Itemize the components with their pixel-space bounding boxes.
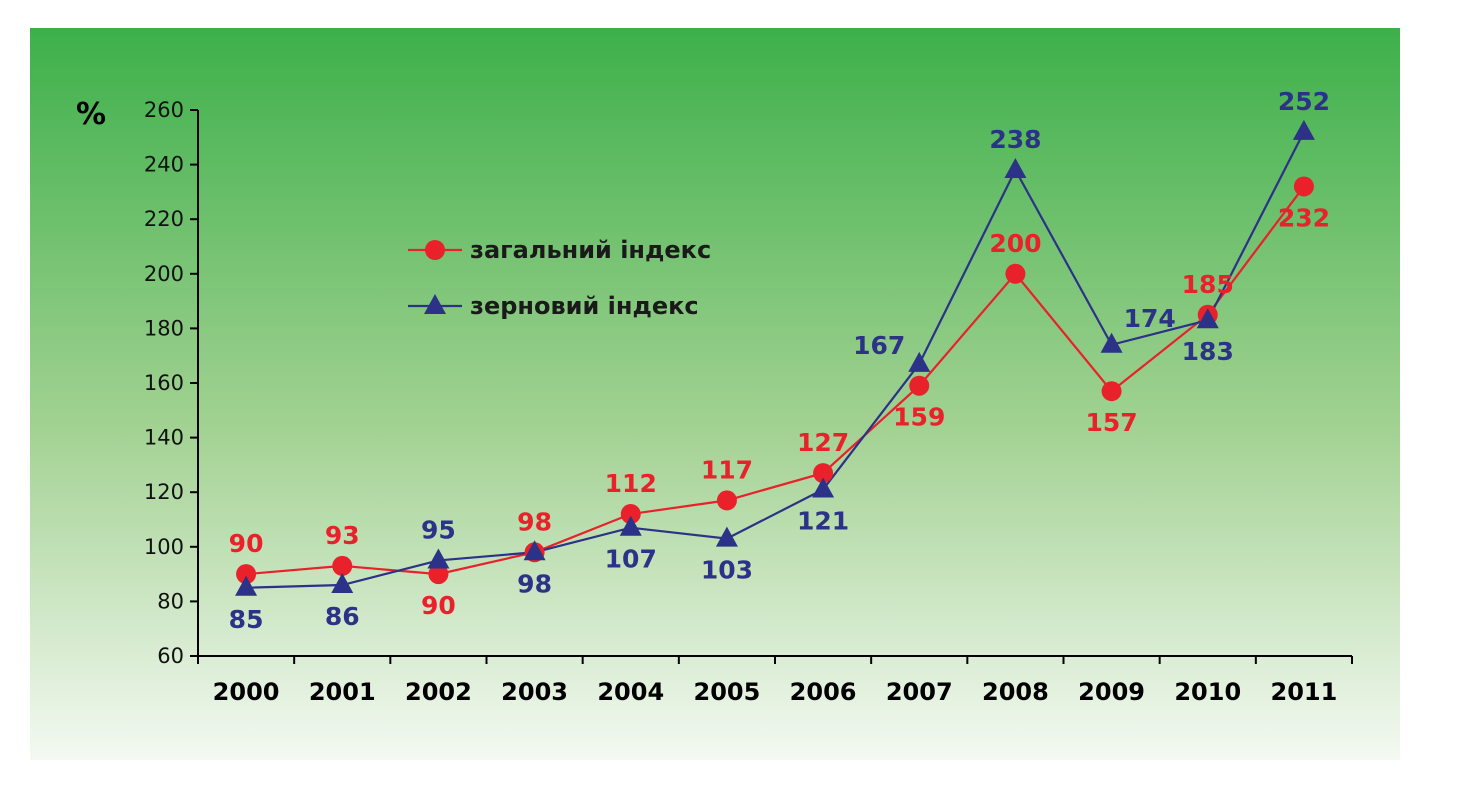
data-label-grain-index: 98 (517, 569, 552, 598)
data-label-grain-index: 252 (1278, 87, 1330, 116)
x-tick-label: 2007 (886, 678, 953, 706)
x-tick-label: 2005 (694, 678, 761, 706)
x-tick-label: 2003 (501, 678, 568, 706)
point-grain-index (427, 548, 450, 569)
y-tick-label: 80 (157, 589, 184, 613)
series-lines (245, 131, 1305, 589)
chart-background-panel (30, 28, 1400, 760)
x-tick-label: 2008 (982, 678, 1049, 706)
data-label-grain-index: 95 (421, 515, 456, 544)
data-label-grain-index: 85 (229, 605, 264, 634)
data-label-general-index: 98 (517, 507, 552, 536)
data-label-grain-index: 121 (797, 506, 849, 535)
y-tick-label: 120 (144, 480, 184, 504)
point-general-index (1101, 381, 1122, 402)
point-general-index (1293, 176, 1314, 197)
y-tick-label: 140 (144, 426, 184, 450)
series-line-grain-index (246, 131, 1305, 589)
data-label-general-index: 157 (1085, 408, 1137, 437)
data-label-general-index: 90 (229, 529, 264, 558)
point-grain-index (1100, 332, 1123, 353)
y-tick-label: 240 (144, 153, 184, 177)
data-label-general-index: 90 (421, 591, 456, 620)
legend-label: загальний індекс (470, 236, 711, 264)
y-axis-unit-label: % (76, 97, 106, 132)
point-general-index (716, 490, 737, 511)
point-grain-index (1292, 119, 1315, 140)
point-general-index (332, 555, 353, 576)
y-tick-label: 100 (144, 535, 184, 559)
y-tick-label: 200 (144, 262, 184, 286)
data-label-general-index: 93 (325, 521, 360, 550)
point-grain-index (908, 351, 931, 372)
data-label-general-index: 232 (1278, 203, 1330, 232)
data-label-grain-index: 86 (325, 602, 360, 631)
x-tick-label: 2000 (213, 678, 280, 706)
data-label-general-index: 117 (701, 455, 753, 484)
data-label-general-index: 127 (797, 428, 849, 457)
point-grain-index (331, 573, 354, 594)
point-grain-index (619, 515, 642, 536)
data-label-grain-index: 167 (853, 331, 905, 360)
data-label-general-index: 200 (989, 229, 1041, 258)
x-tick-label: 2004 (597, 678, 664, 706)
x-tick-label: 2010 (1174, 678, 1241, 706)
legend-label: зерновий індекс (470, 292, 699, 320)
point-grain-index (235, 575, 258, 596)
series-markers (235, 119, 1315, 596)
y-tick-label: 260 (144, 98, 184, 122)
y-tick-label: 160 (144, 371, 184, 395)
point-grain-index (523, 540, 546, 561)
point-general-index (236, 564, 257, 585)
point-general-index (1005, 263, 1026, 284)
x-tick-label: 2001 (309, 678, 376, 706)
point-general-index (813, 463, 834, 484)
legend-marker-circle (425, 240, 445, 260)
x-tick-label: 2002 (405, 678, 472, 706)
x-tick-label: 2006 (790, 678, 857, 706)
data-label-general-index: 159 (893, 403, 945, 432)
y-tick-label: 220 (144, 207, 184, 231)
point-grain-index (812, 477, 835, 498)
point-general-index (428, 564, 449, 585)
legend: загальний індекс зерновий індекс (408, 236, 711, 320)
legend-marker-triangle (424, 294, 446, 314)
data-labels: 90 93 90 98 112 117 127 159 200 157 185 232 85 86 95 98… (229, 87, 1330, 634)
data-label-grain-index: 183 (1182, 337, 1234, 366)
data-label-general-index: 185 (1182, 270, 1234, 299)
data-label-grain-index: 174 (1124, 304, 1176, 333)
point-grain-index (1196, 308, 1219, 329)
x-tick-label: 2009 (1078, 678, 1145, 706)
y-tick-label: 60 (157, 644, 184, 668)
data-label-general-index: 112 (605, 469, 657, 498)
data-label-grain-index: 238 (989, 125, 1041, 154)
point-grain-index (715, 526, 738, 547)
point-grain-index (1004, 158, 1027, 179)
data-label-grain-index: 103 (701, 556, 753, 585)
point-general-index (620, 504, 641, 525)
data-label-grain-index: 107 (605, 545, 657, 574)
point-general-index (909, 375, 930, 396)
series-line-general-index (245, 185, 1305, 576)
y-tick-label: 180 (144, 316, 184, 340)
x-tick-label: 2011 (1271, 678, 1338, 706)
